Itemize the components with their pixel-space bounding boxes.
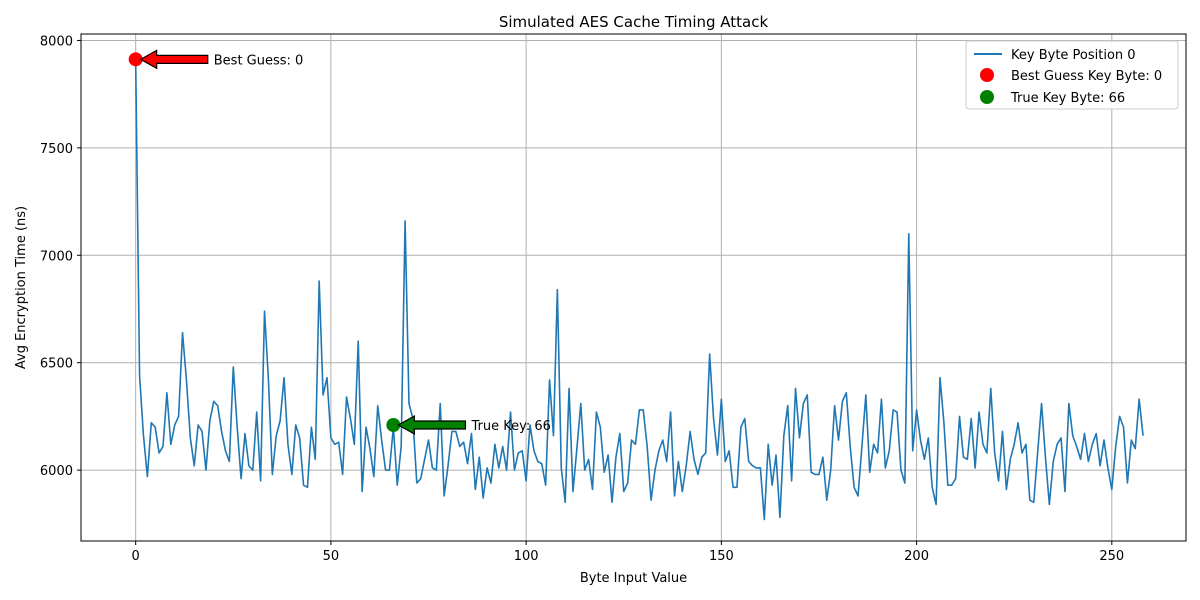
plot-frame — [80, 33, 1187, 542]
legend-entry-best-guess: Best Guess Key Byte: 0 — [1011, 69, 1162, 84]
y-tick-label: 6000 — [40, 464, 73, 479]
x-tick-label: 150 — [709, 549, 734, 564]
x-tick-label: 100 — [514, 549, 539, 564]
series-layer — [128, 52, 1144, 521]
series-line-key-byte-0 — [134, 59, 1144, 521]
x-tick-label: 200 — [904, 549, 929, 564]
true-key-arrow — [397, 414, 467, 436]
best-guess-point — [128, 52, 143, 67]
best-guess-arrow — [139, 49, 209, 70]
legend-box — [965, 40, 1179, 110]
legend-entry-true-key: True Key Byte: 66 — [1010, 91, 1125, 106]
y-tick-label: 7500 — [40, 142, 73, 157]
legend-green-dot-swatch — [980, 90, 994, 104]
grid — [81, 34, 1186, 541]
legend-red-dot-swatch — [980, 68, 994, 82]
true-key-point — [386, 417, 401, 432]
legend: Key Byte Position 0 Best Guess Key Byte:… — [965, 40, 1179, 110]
x-axis-ticks: 0 50 100 150 200 250 — [132, 541, 1124, 564]
y-axis-ticks: 6000 6500 7000 7500 8000 — [40, 34, 81, 479]
chart-title: Simulated AES Cache Timing Attack — [499, 13, 769, 31]
y-axis-label: Avg Encryption Time (ns) — [14, 206, 29, 369]
x-tick-label: 0 — [132, 549, 140, 564]
annotation-layer: Best Guess: 0 True Key: 66 — [139, 49, 551, 436]
x-tick-label: 250 — [1099, 549, 1124, 564]
y-tick-label: 8000 — [40, 34, 73, 49]
legend-entry-line: Key Byte Position 0 — [1011, 48, 1136, 63]
y-tick-label: 7000 — [40, 249, 73, 264]
y-tick-label: 6500 — [40, 357, 73, 372]
true-key-annotation: True Key: 66 — [470, 419, 550, 434]
best-guess-annotation: Best Guess: 0 — [214, 53, 304, 68]
x-axis-label: Byte Input Value — [580, 571, 687, 586]
x-tick-label: 50 — [323, 549, 340, 564]
